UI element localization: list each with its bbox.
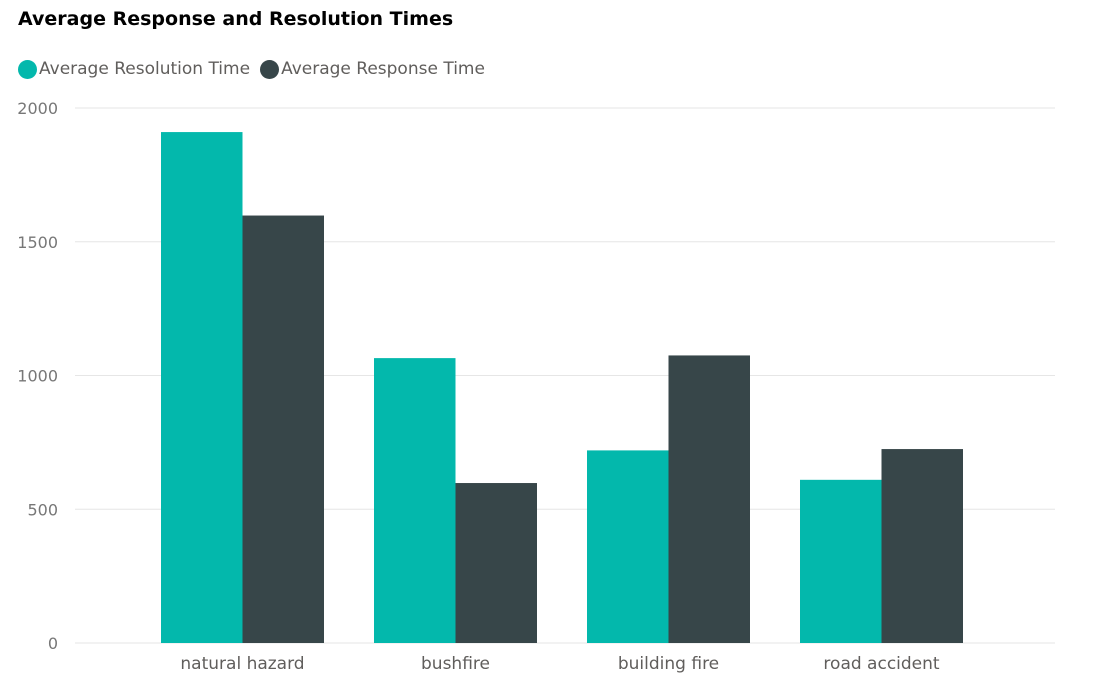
legend-label-response: Average Response Time [281,59,485,79]
bar-resolution-building-fire[interactable] [587,450,669,643]
x-tick-label: bushfire [421,654,490,674]
bar-resolution-road-accident[interactable] [800,479,882,643]
y-tick-label: 1000 [17,367,58,386]
legend-item-resolution[interactable]: Average Resolution Time [18,59,250,79]
x-tick-label: natural hazard [180,654,304,674]
x-tick-label: road accident [823,654,939,674]
chart-title: Average Response and Resolution Times [18,8,454,30]
bar-resolution-bushfire[interactable] [374,358,456,643]
bar-resolution-natural-hazard[interactable] [161,132,243,643]
legend-dot-icon [260,59,280,79]
x-tick-label: building fire [618,654,719,674]
y-tick-label: 1500 [17,233,58,252]
bar-response-bushfire[interactable] [455,483,538,643]
legend-dot-icon [18,59,37,79]
bar-response-road-accident[interactable] [881,449,964,643]
legend-label-resolution: Average Resolution Time [39,59,251,79]
y-tick-label: 2000 [17,99,58,118]
y-tick-label: 500 [27,500,58,519]
y-tick-label: 0 [48,634,58,653]
chart-legend: Average Resolution Time Average Response… [18,57,495,81]
bar-response-building-fire[interactable] [668,355,751,643]
bar-response-natural-hazard[interactable] [242,215,325,643]
legend-item-response[interactable]: Average Response Time [260,59,485,79]
